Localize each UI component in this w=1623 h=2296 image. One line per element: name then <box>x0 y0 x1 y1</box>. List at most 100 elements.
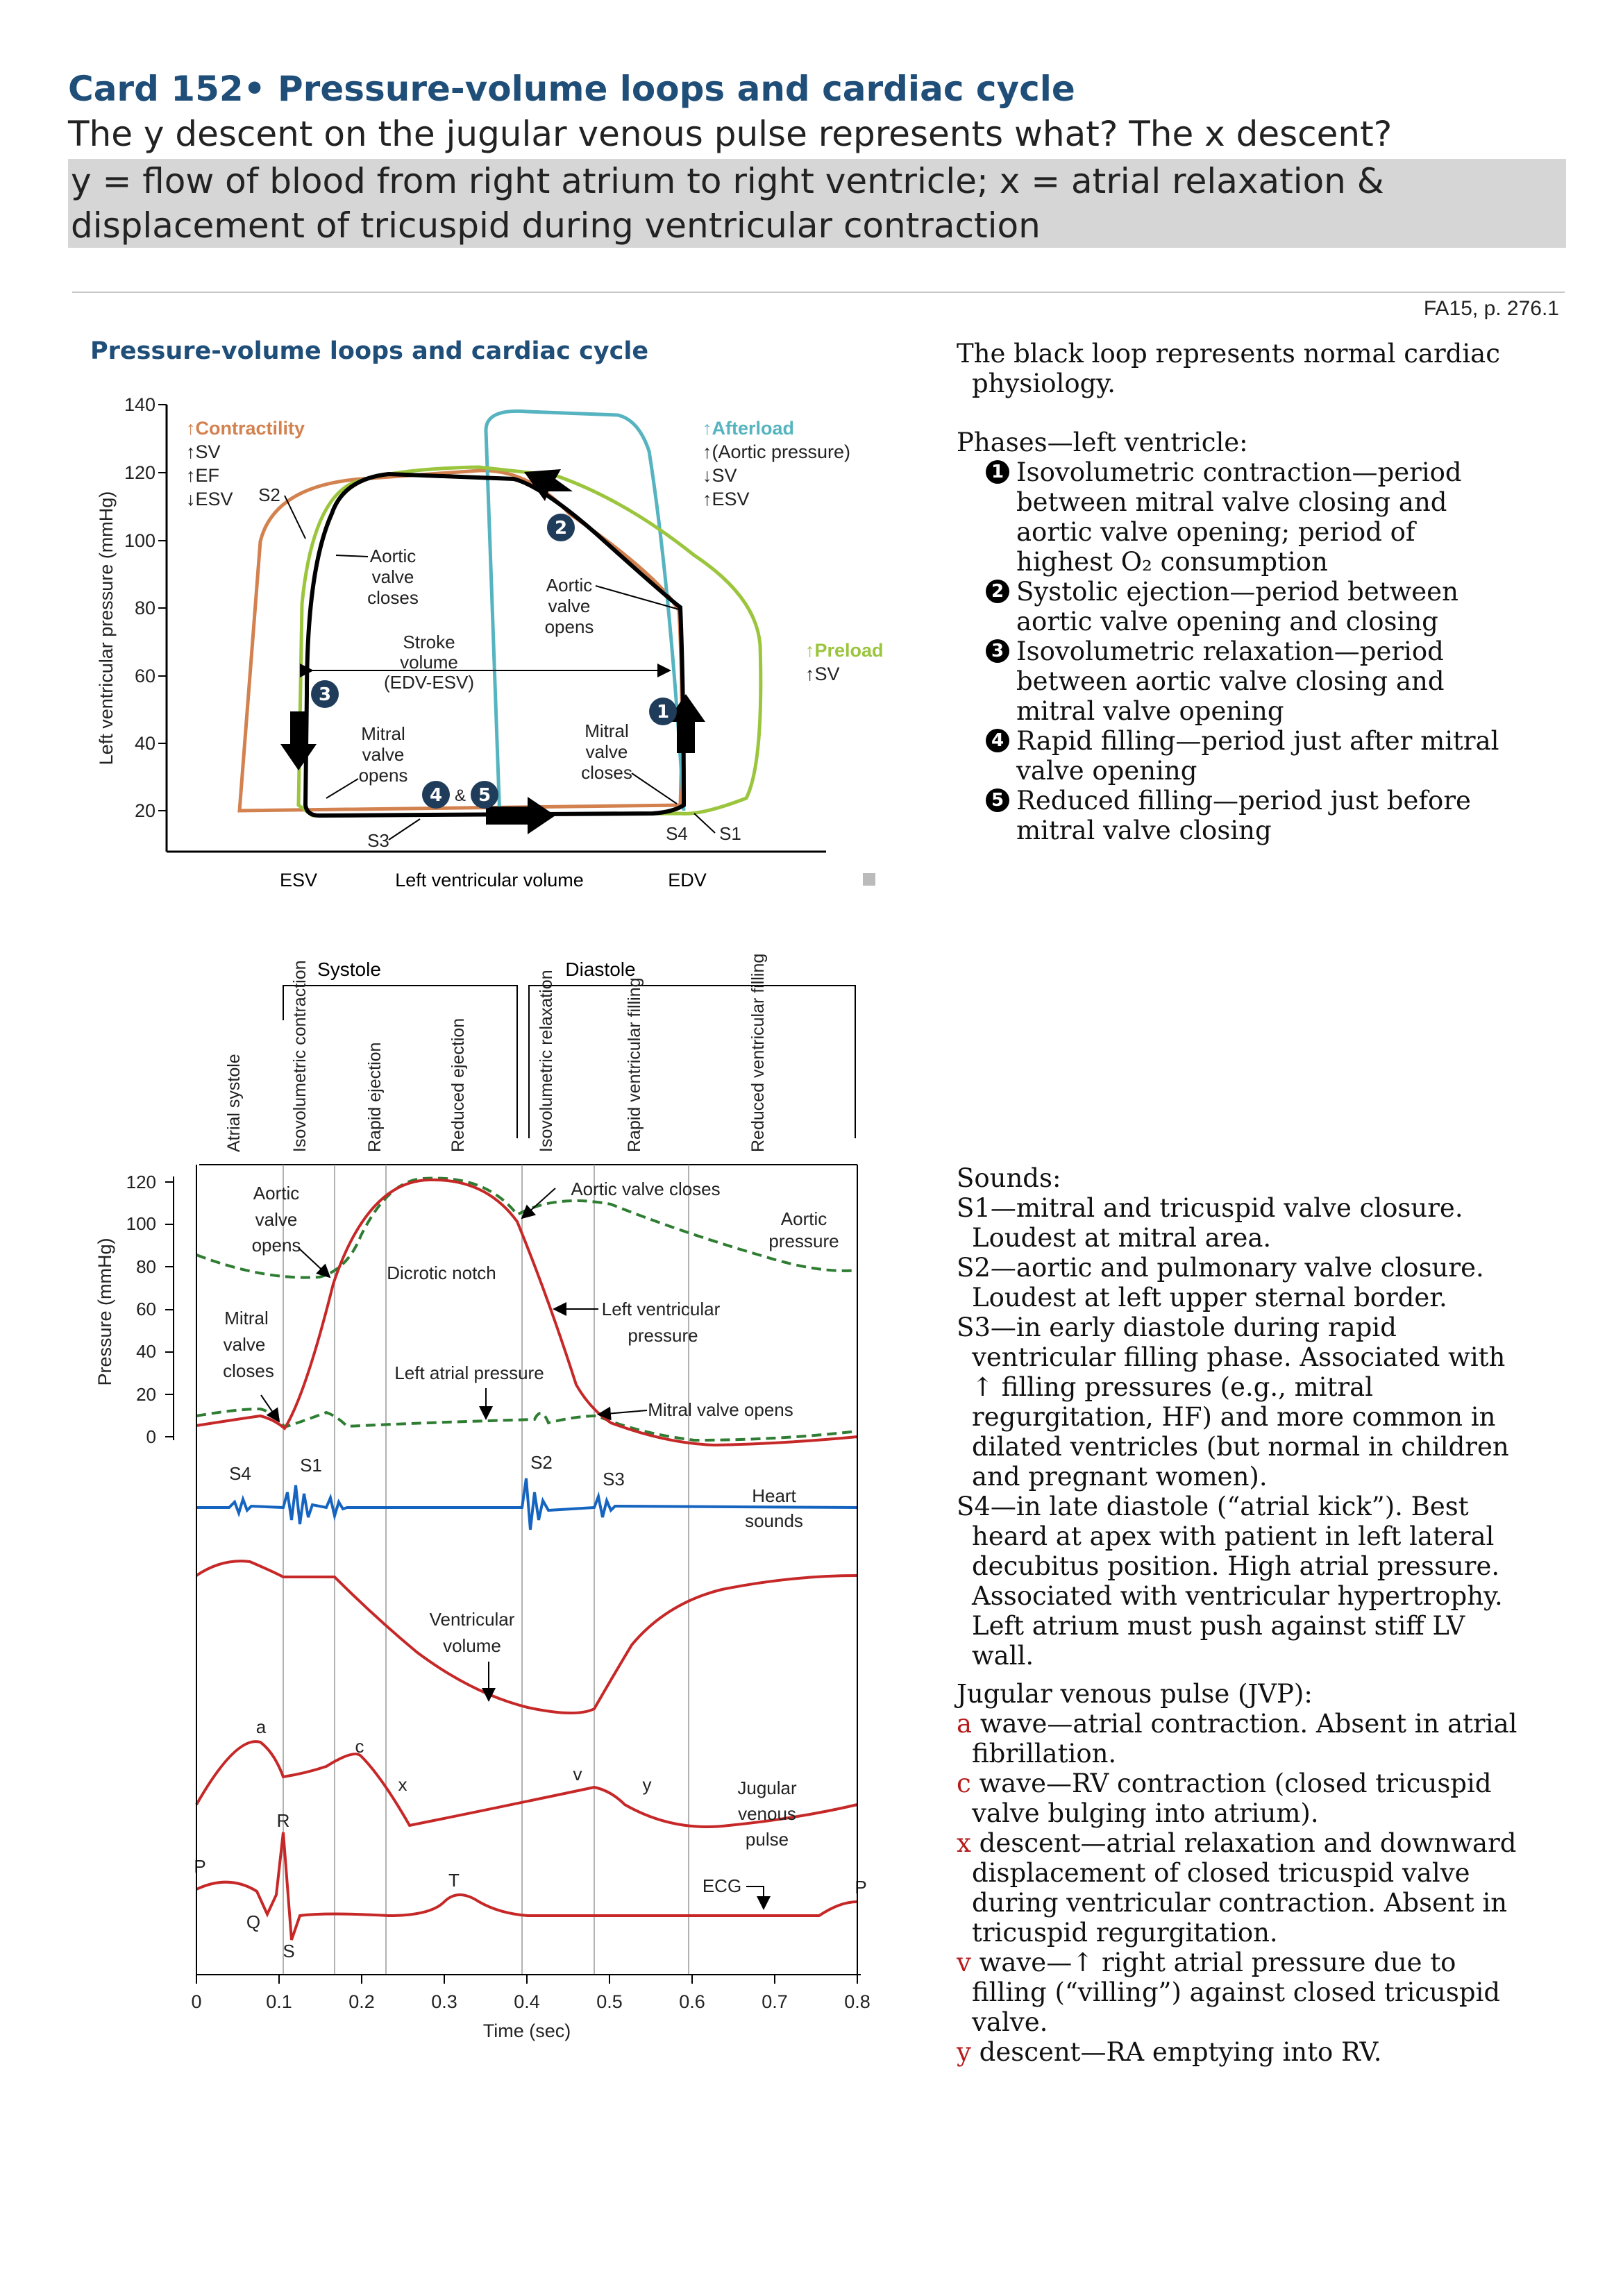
t-tick-0.2: 0.2 <box>348 1991 375 2012</box>
mitral-closes-2: valve <box>586 741 628 762</box>
t-tick-0.6: 0.6 <box>679 1991 705 2012</box>
lv-pressure-2: pressure <box>628 1325 698 1346</box>
card-header: Card 152• Pressure-volume loops and card… <box>68 68 1567 248</box>
s3-label: S3 <box>603 1469 625 1489</box>
aortic-closes-2: valve <box>372 566 414 587</box>
aortic-opens-1: Aortic <box>546 575 592 596</box>
pv-ytick-100: 100 <box>124 530 155 551</box>
phase-reduced-filling: Reduced ventricular filling <box>748 954 768 1152</box>
mitral-closes-1: Mitral <box>224 1308 269 1328</box>
afterload-title: ↑Afterload <box>703 418 794 439</box>
page-reference: FA15, p. 276.1 <box>1423 297 1559 320</box>
aortic-closes-label: Aortic valve closes <box>571 1179 720 1199</box>
phase-text-2: Systolic ejection—period between aortic … <box>1016 577 1458 636</box>
mitral-closes-1: Mitral <box>585 720 629 741</box>
pv-ytick-60: 60 <box>135 666 155 686</box>
notes-sounds: Sounds: S1—mitral and tricuspid valve cl… <box>957 1163 1519 2067</box>
jvp-a-text: wave—atrial contraction. Absent in atria… <box>972 1709 1517 1769</box>
phase-isovolumetric-contraction: Isovolumetric contraction <box>290 960 310 1152</box>
ecg-p1-label: P <box>194 1856 205 1877</box>
s4-label: S4 <box>229 1463 251 1484</box>
t-tick-0.5: 0.5 <box>596 1991 623 2012</box>
jvp-x-item: x descent—atrial relaxation and downward… <box>957 1828 1519 1948</box>
t-tick-0.7: 0.7 <box>762 1991 788 2012</box>
ecg-r-label: R <box>277 1810 290 1831</box>
jvp-x-key: x <box>957 1828 971 1858</box>
jvp-heading: Jugular venous pulse (JVP): <box>957 1679 1313 1709</box>
phase-item: 5 Reduced filling—period just before mitr… <box>957 786 1512 845</box>
jvp-y-item: y descent—RA emptying into RV. <box>957 2037 1519 2067</box>
arrow-right-icon <box>486 797 555 834</box>
pv-ytick-40: 40 <box>135 733 155 754</box>
pv-ytick-120: 120 <box>124 462 155 483</box>
cardiac-cycle-chart: Systole Diastole Atrial systole Isovolum… <box>94 954 871 2041</box>
preload-sv: ↑SV <box>805 664 840 684</box>
afterload-loop <box>484 409 686 820</box>
ecg-q-label: Q <box>246 1911 260 1932</box>
jvp-label-3: pulse <box>746 1829 789 1850</box>
preload-loop <box>296 465 763 818</box>
t-tick-0.1: 0.1 <box>266 1991 292 2012</box>
ecg-trace <box>196 1832 858 1941</box>
jvp-v-text: wave—↑ right atrial pressure due to fill… <box>970 1948 1501 2037</box>
s4-label: S4 <box>666 823 688 844</box>
phase-number-3: 3 <box>986 639 1009 663</box>
phase-text-1: Isovolumetric contraction—period between… <box>1016 457 1462 577</box>
jvp-x-label: x <box>398 1774 407 1795</box>
ventricular-volume-curve <box>195 1560 858 1714</box>
mitral-opens-3: opens <box>359 765 408 786</box>
s1-label: S1 <box>300 1455 322 1476</box>
phase-atrial-systole: Atrial systole <box>224 1054 244 1152</box>
phase-text-5: Reduced filling—period just before mitra… <box>1016 786 1471 845</box>
afterload-esv: ↑ESV <box>703 489 750 509</box>
phase-reduced-ejection: Reduced ejection <box>448 1018 468 1152</box>
jvp-c-label: c <box>355 1736 364 1757</box>
volume-label-1: Ventricular <box>430 1609 515 1630</box>
sounds-heading: Sounds: <box>957 1163 1061 1193</box>
stroke-volume-label-1: Stroke <box>403 632 455 652</box>
jvp-v-item: v wave—↑ right atrial pressure due to fi… <box>957 1948 1519 2037</box>
card-title: Card 152• Pressure-volume loops and card… <box>68 69 1075 109</box>
jvp-v-label: v <box>573 1764 582 1784</box>
pv-ytick-80: 80 <box>135 598 155 618</box>
preload-title: ↑Preload <box>805 640 884 661</box>
pv-x-tick-esv: ESV <box>280 870 317 890</box>
pv-logo-icon <box>863 873 875 886</box>
phase-1-badge: 1 <box>657 702 669 723</box>
phase-rapid-ejection: Rapid ejection <box>365 1043 385 1152</box>
phase-rapid-filling: Rapid ventricular filling <box>625 977 644 1152</box>
phase-item: 1 Isovolumetric contraction—period betwee… <box>957 457 1512 577</box>
jvp-a-label: a <box>256 1716 267 1737</box>
la-pressure-label: Left atrial pressure <box>394 1362 544 1383</box>
t-tick-0: 0 <box>191 1991 201 2012</box>
stroke-volume-label-3: (EDV-ESV) <box>384 672 474 693</box>
pv-y-label: Left ventricular pressure (mmHg) <box>96 491 117 766</box>
card-answer: y = flow of blood from right atrium to r… <box>68 158 1566 248</box>
mitral-opens-1: Mitral <box>361 723 405 744</box>
jvp-c-key: c <box>957 1769 971 1798</box>
jvp-label-1: Jugular <box>737 1778 797 1798</box>
phase-number-4: 4 <box>986 729 1009 752</box>
heart-sounds-trace <box>196 1478 858 1530</box>
afterload-aortic: ↑(Aortic pressure) <box>703 441 850 462</box>
sound-s1: S1—mitral and tricuspid valve closure. L… <box>957 1193 1463 1253</box>
aortic-pressure-2: pressure <box>768 1231 839 1251</box>
figure-title: Pressure-volume loops and cardiac cycle <box>90 337 649 365</box>
pressure-y-label: Pressure (mmHg) <box>94 1238 115 1385</box>
jvp-y-label: y <box>643 1774 652 1795</box>
pv-loop-chart: 140 120 100 80 60 40 20 Left ventricular… <box>96 394 884 890</box>
ecg-p2-label: P <box>855 1877 866 1898</box>
phases-heading: Phases—left ventricle: <box>957 428 1248 457</box>
s2-label: S2 <box>258 484 280 505</box>
notes-phases: The black loop represents normal cardiac… <box>957 339 1512 845</box>
mitral-closes-3: closes <box>223 1360 274 1381</box>
arrow-down-icon <box>280 711 317 770</box>
t-tick-0.3: 0.3 <box>431 1991 457 2012</box>
phase-4-badge: 4 <box>430 785 442 806</box>
card-question: The y descent on the jugular venous puls… <box>68 114 1393 154</box>
mitral-closes-3: closes <box>581 762 632 783</box>
aortic-closes-3: closes <box>367 587 419 608</box>
pv-x-label: Left ventricular volume <box>395 870 584 890</box>
phase-item: 4 Rapid filling—period just after mitral … <box>957 726 1512 786</box>
systole-bracket <box>283 985 518 1138</box>
